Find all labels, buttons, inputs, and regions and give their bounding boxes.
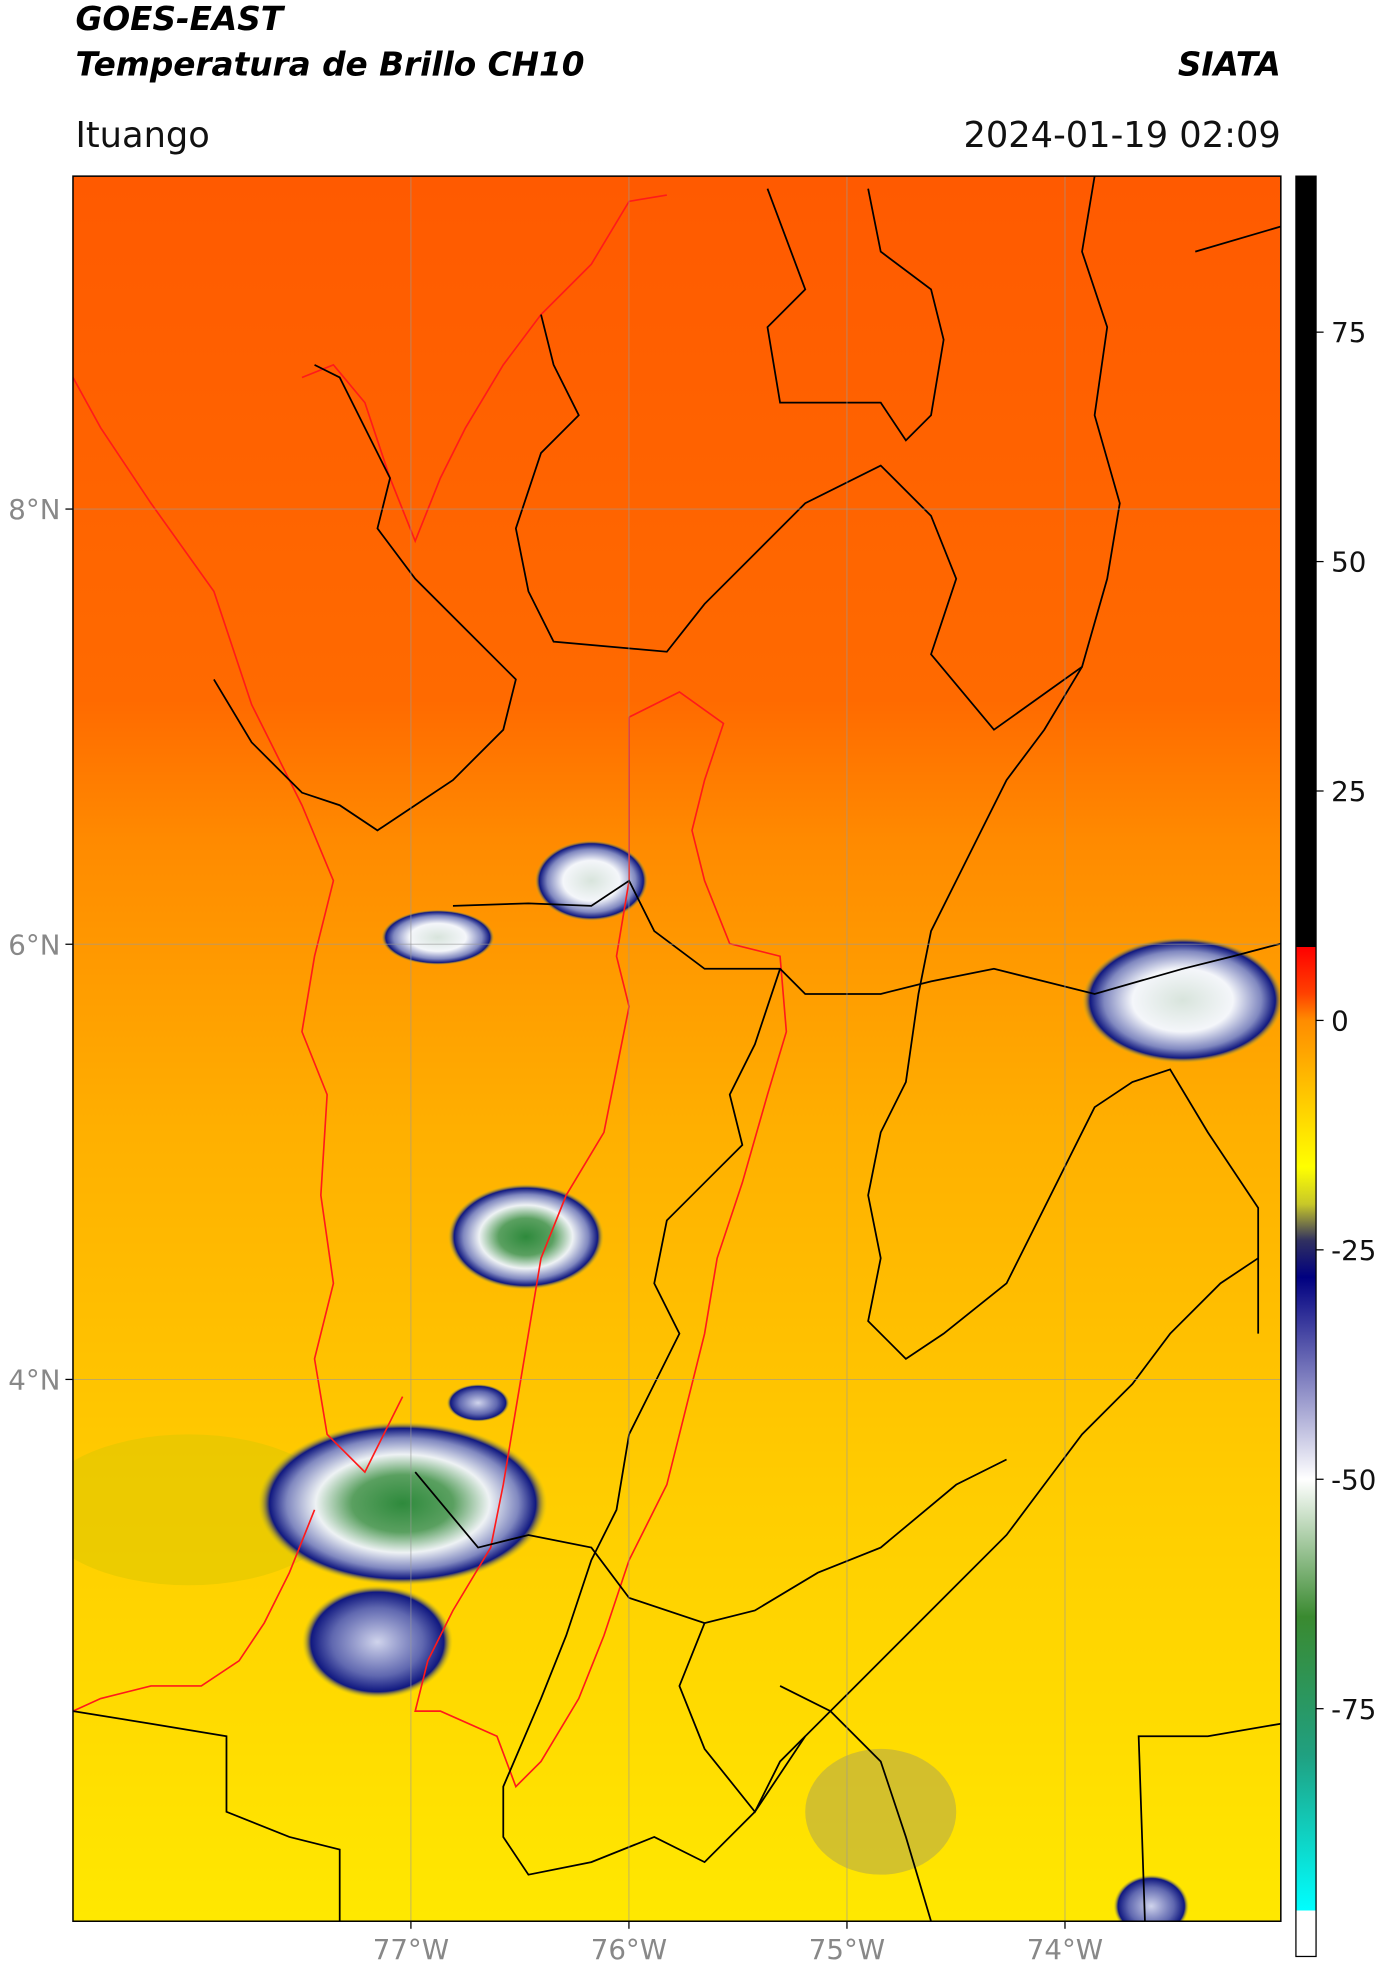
- agency: SIATA: [1178, 45, 1281, 83]
- boundary: [1195, 225, 1281, 253]
- colorbar-tick-label: 50: [1331, 546, 1366, 579]
- x-tick-label: 75°W: [809, 1933, 885, 1966]
- y-tick-label: 8°N: [8, 493, 60, 526]
- cloud: [446, 1383, 510, 1422]
- cloud: [534, 840, 648, 921]
- x-tick-label: 76°W: [591, 1933, 667, 1966]
- coastline: [301, 194, 667, 544]
- x-tick-label: 74°W: [1027, 1933, 1103, 1966]
- cloud: [257, 1421, 548, 1586]
- boundary: [452, 879, 1281, 995]
- cloud: [301, 1585, 453, 1699]
- boundary: [867, 666, 1260, 1360]
- cloud: [1113, 1874, 1189, 1922]
- boundary: [766, 188, 945, 442]
- colorbar-tick-label: 0: [1331, 1004, 1349, 1037]
- colorbar-tick-label: -50: [1331, 1463, 1376, 1496]
- map: [72, 176, 1281, 1922]
- map-background: [72, 176, 1281, 1922]
- colorbar: [1295, 175, 1317, 1958]
- boundary: [678, 1622, 806, 1814]
- colorbar-tick-label: -75: [1331, 1693, 1376, 1726]
- y-tick-label: 6°N: [8, 928, 60, 961]
- boundary: [72, 1710, 341, 1922]
- colorbar-tick-label: 25: [1331, 775, 1366, 808]
- colorbar-tick-label: 75: [1331, 316, 1366, 349]
- boundary: [514, 176, 1121, 731]
- satellite: GOES-EAST: [75, 0, 285, 38]
- boundary: [213, 364, 517, 832]
- colorbar-tick-label: -25: [1331, 1234, 1376, 1267]
- study-area: [414, 691, 788, 1789]
- cloud: [447, 1183, 604, 1290]
- haze: [805, 1748, 957, 1875]
- datetime: 2024-01-19 02:09: [963, 115, 1280, 156]
- y-tick-label: 4°N: [8, 1363, 60, 1396]
- boundary: [779, 1685, 932, 1922]
- map-frame: [72, 175, 1282, 1922]
- boundary: [502, 968, 1259, 1876]
- coastline: [72, 377, 404, 1474]
- x-tick-label: 77°W: [373, 1933, 449, 1966]
- region: Ituango: [75, 115, 209, 156]
- cloud: [381, 909, 495, 966]
- boundary: [1137, 1722, 1281, 1922]
- product: Temperatura de Brillo CH10: [75, 45, 584, 83]
- grid: [72, 176, 1281, 1922]
- coastline: [72, 1509, 316, 1712]
- cloud: [1082, 937, 1281, 1064]
